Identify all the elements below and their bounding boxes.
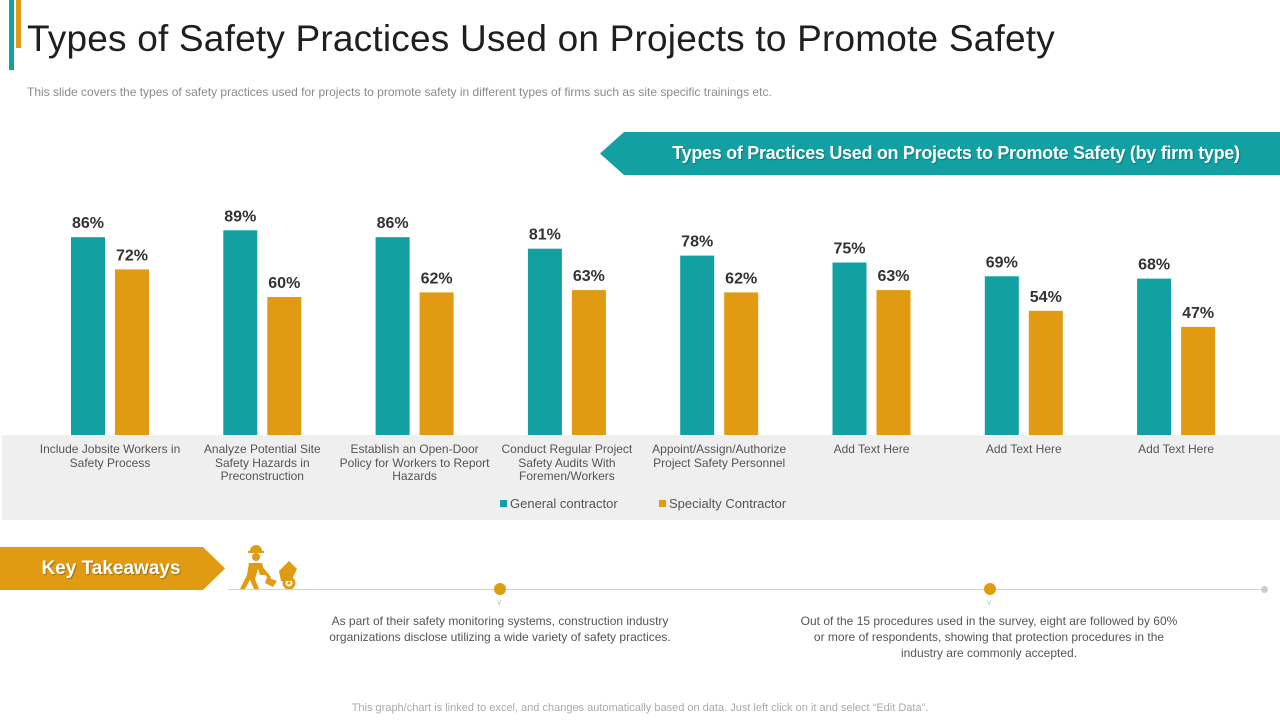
data-label: 78% [681, 234, 713, 251]
data-label: 68% [1138, 257, 1170, 274]
chart-title-banner: Types of Practices Used on Projects to P… [600, 132, 1280, 175]
bar-general-contractor[interactable] [375, 237, 410, 435]
data-label: 72% [116, 247, 148, 264]
category-label: Conduct Regular Project Safety Audits Wi… [501, 442, 633, 483]
bar-general-contractor[interactable] [680, 255, 715, 435]
data-label: 54% [1030, 289, 1062, 306]
bar-chart[interactable]: 86% 72% 89% 60% 86% 62% 81% 63% 78% 62% 75% 63% 69% 5… [0, 200, 1280, 520]
bar-specialty-contractor[interactable] [1181, 326, 1216, 435]
legend-swatch-teal [500, 500, 507, 507]
takeaway-text: As part of their safety monitoring syste… [329, 614, 671, 644]
data-label: 69% [986, 254, 1018, 271]
legend-item-specialty-contractor[interactable]: Specialty Contractor [659, 496, 786, 511]
data-label: 86% [377, 215, 409, 232]
legend-swatch-orange [659, 500, 666, 507]
bar-specialty-contractor[interactable] [571, 290, 606, 435]
bar-specialty-contractor[interactable] [115, 269, 149, 435]
bar-specialty-contractor[interactable] [724, 292, 759, 435]
chart-title: Types of Practices Used on Projects to P… [672, 143, 1240, 163]
category-label: Analyze Potential Site Safety Hazards in… [203, 442, 321, 483]
bar-general-contractor[interactable] [527, 248, 562, 435]
chevron-down-icon: ∨ [496, 597, 503, 607]
bar-general-contractor[interactable] [832, 262, 867, 436]
page-title: Types of Safety Practices Used on Projec… [27, 18, 1055, 59]
key-takeaways-banner: Key Takeaways [0, 547, 225, 590]
category-label: Add Text Here [833, 442, 910, 456]
category-label: Add Text Here [1138, 442, 1214, 456]
data-label: 81% [529, 227, 561, 244]
data-label: 75% [833, 241, 865, 258]
page-subtitle: This slide covers the types of safety pr… [27, 85, 772, 99]
legend-label: General contractor [510, 496, 618, 511]
timeline-marker [984, 583, 996, 595]
title-accent-bar-teal [9, 0, 14, 70]
timeline-marker [494, 583, 506, 595]
bar-specialty-contractor[interactable] [267, 297, 302, 435]
legend-label: Specialty Contractor [669, 496, 787, 511]
bar-specialty-contractor[interactable] [1028, 310, 1063, 435]
category-label: Add Text Here [985, 442, 1062, 456]
data-label: 47% [1182, 305, 1214, 322]
takeaway-text: Out of the 15 procedures used in the sur… [800, 614, 1178, 660]
key-takeaways-label: Key Takeaways [41, 558, 181, 579]
bar-specialty-contractor[interactable] [876, 290, 911, 435]
bar-general-contractor[interactable] [223, 230, 258, 435]
bar-general-contractor[interactable] [71, 237, 105, 435]
timeline-end-marker [1261, 586, 1268, 593]
chart-footnote: This graph/chart is linked to excel, and… [351, 702, 929, 714]
data-label: 63% [877, 268, 909, 285]
category-label: Establish an Open-Door Policy for Worker… [339, 442, 490, 483]
data-label: 86% [72, 215, 104, 232]
key-takeaways-banner-shape [0, 547, 225, 590]
category-label: Include Jobsite Workers in Safety Proces… [39, 442, 181, 470]
category-labels: Include Jobsite Workers in Safety Proces… [0, 442, 1280, 489]
legend-item-general-contractor[interactable]: General contractor [500, 496, 618, 511]
data-label: 62% [421, 270, 453, 287]
timeline-line [228, 589, 1265, 590]
bar-specialty-contractor[interactable] [419, 292, 454, 435]
category-axis-panel [2, 435, 1280, 520]
chevron-down-icon: ∨ [986, 597, 993, 607]
data-label: 63% [573, 268, 605, 285]
title-accent-bar-orange [16, 0, 21, 48]
bar-general-contractor[interactable] [1137, 278, 1172, 435]
category-label: Appoint/Assign/Authorize Project Safety … [652, 442, 787, 470]
construction-worker-icon [240, 545, 297, 590]
data-label: 60% [268, 275, 300, 292]
bar-general-contractor[interactable] [984, 276, 1019, 435]
chart-legend: General contractor Specialty Contractor [0, 496, 1280, 512]
chart-title-banner-shape [600, 132, 1280, 175]
data-label: 89% [224, 208, 256, 225]
data-label: 62% [725, 270, 757, 287]
